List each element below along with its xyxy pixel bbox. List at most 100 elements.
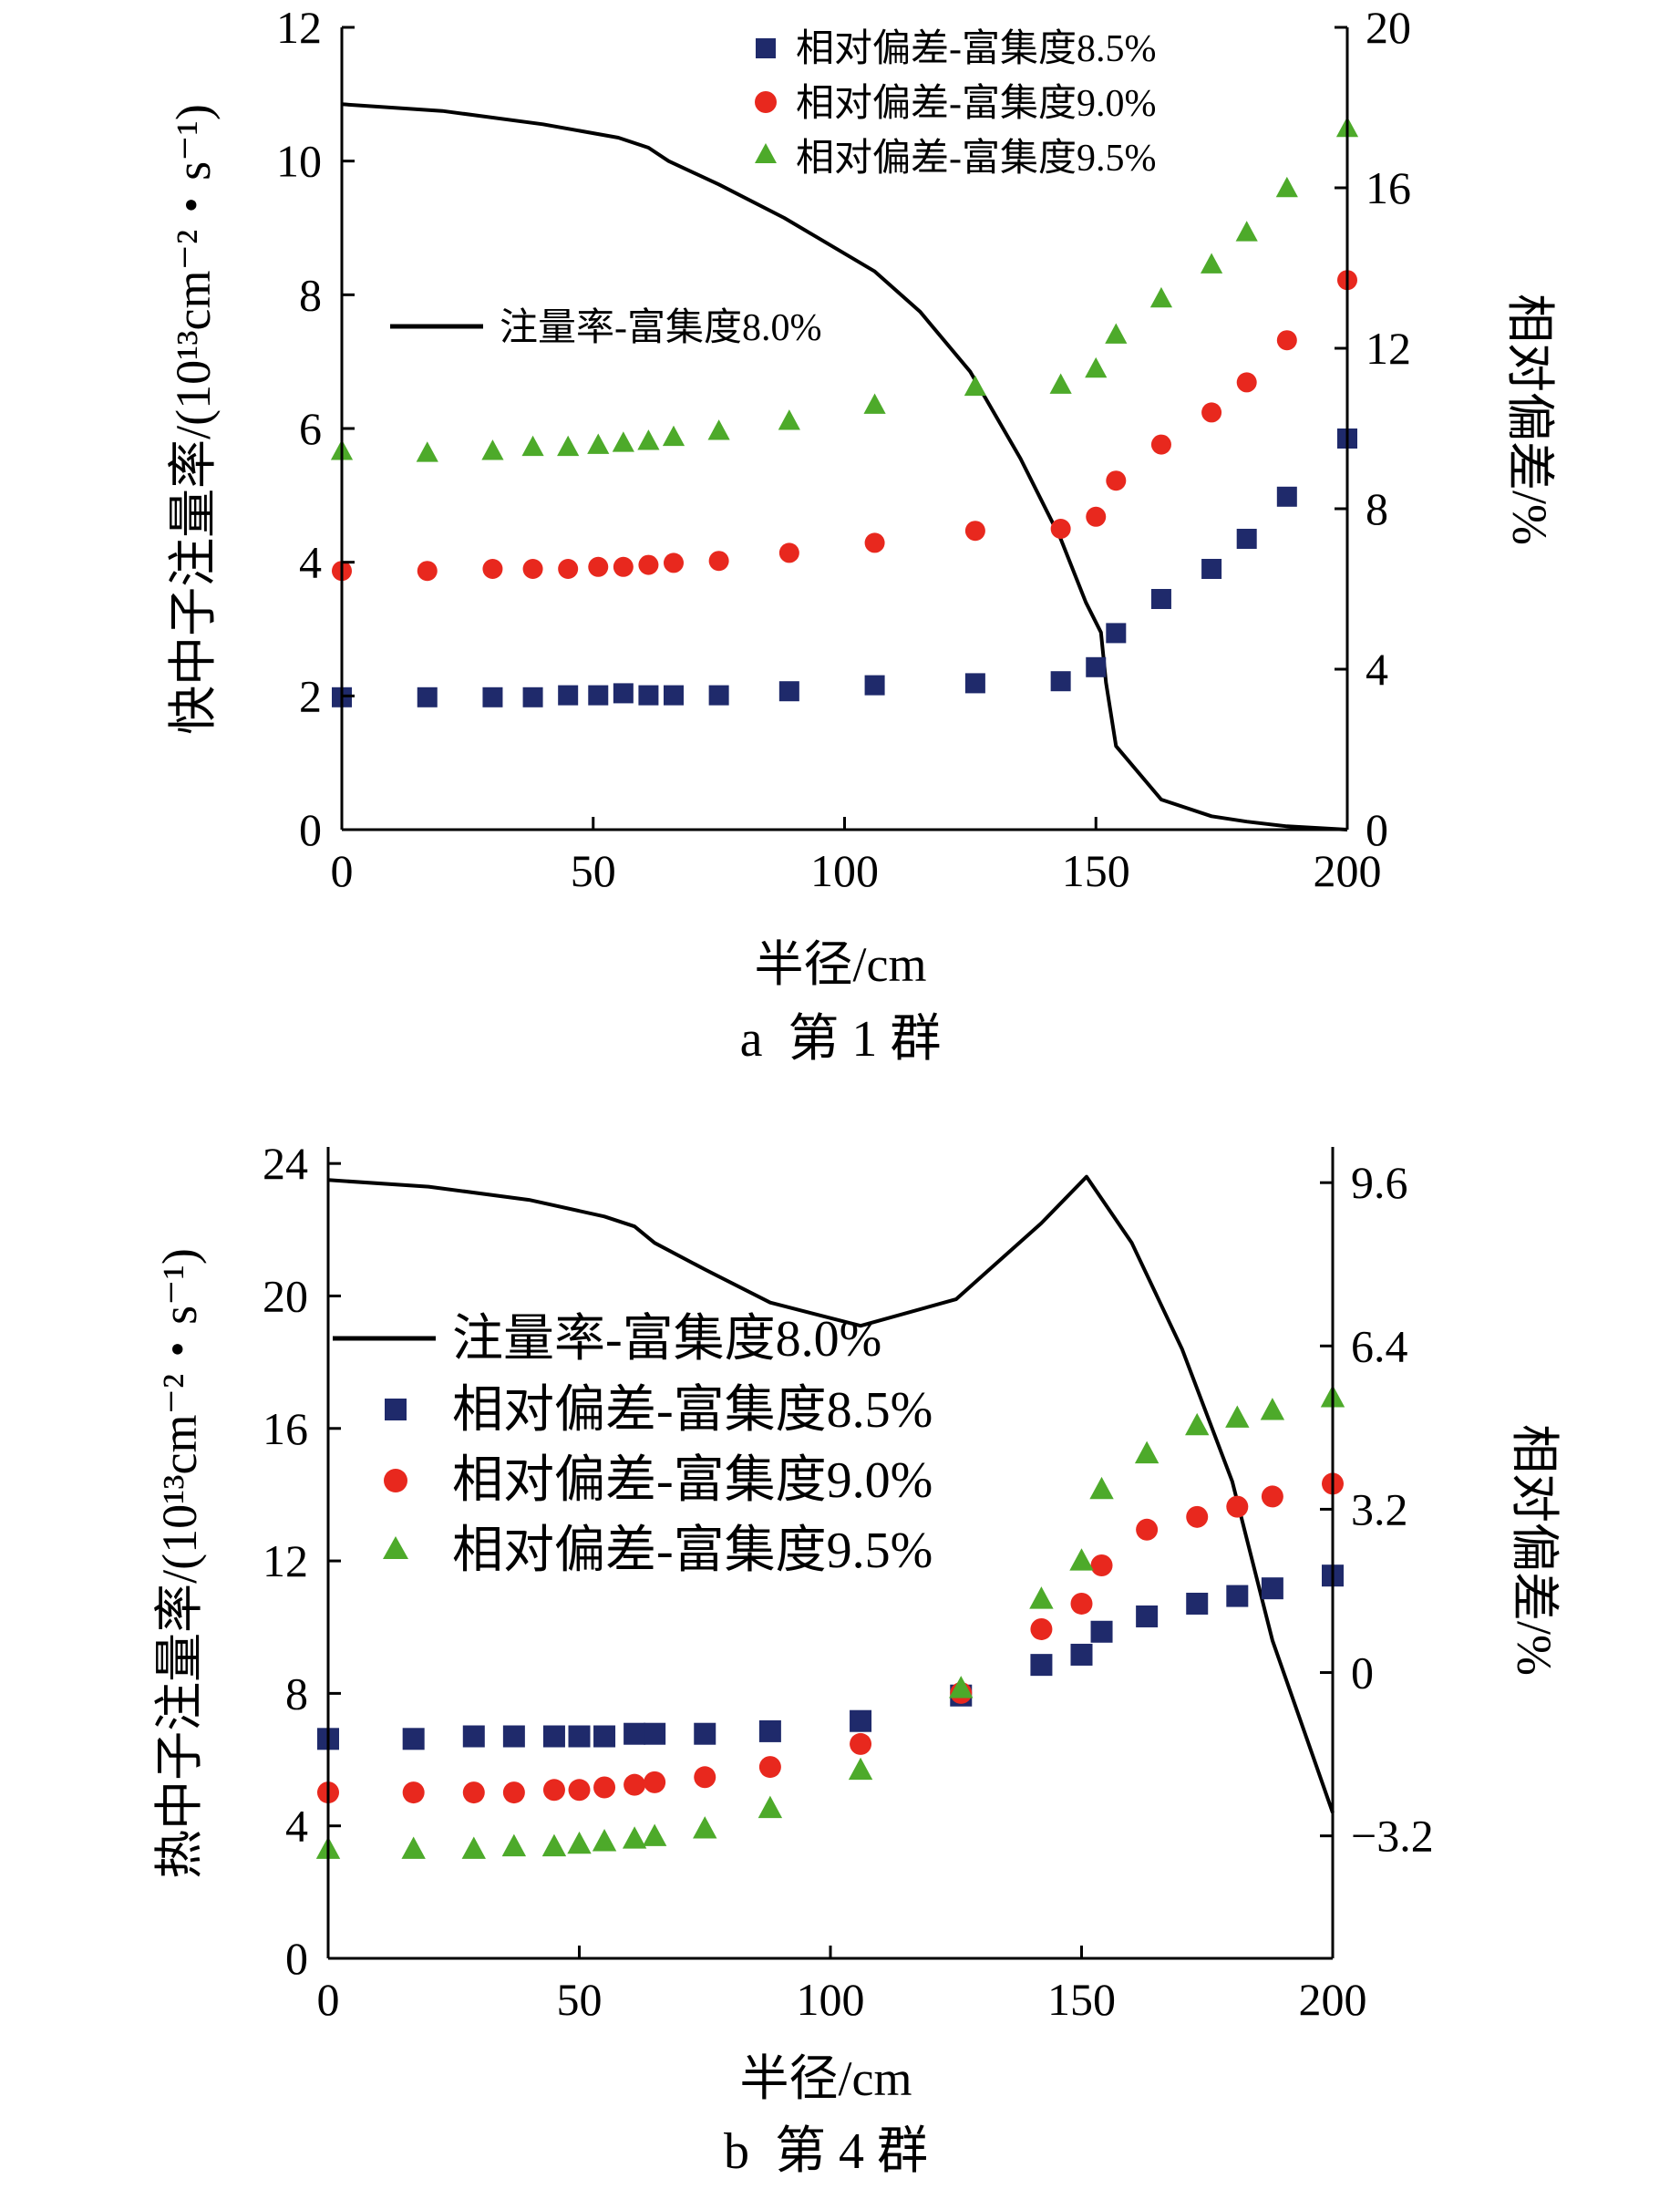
circle-point xyxy=(1090,1554,1113,1576)
chart-a-y-tick-label: 8 xyxy=(299,269,322,320)
chart-a-y2-tick-label: 0 xyxy=(1366,804,1388,855)
square-point xyxy=(694,1722,716,1745)
chart-b-series-triangle xyxy=(315,1385,1345,1859)
triangle-point xyxy=(1029,1586,1054,1609)
legend-a-triangle-swatch xyxy=(755,143,777,163)
circle-point xyxy=(644,1771,666,1793)
chart-a-ylabel: 快中子注量率/(10¹³cm⁻²・s⁻¹) xyxy=(166,104,221,735)
triangle-point xyxy=(541,1833,567,1857)
square-point xyxy=(542,1725,565,1748)
triangle-point xyxy=(1069,1548,1094,1571)
square-point xyxy=(558,685,579,706)
legend-b-triangle-swatch xyxy=(383,1536,408,1559)
circle-point xyxy=(1261,1485,1283,1508)
circle-point xyxy=(417,561,438,582)
circle-point xyxy=(1086,506,1107,527)
chart-a-flux-line xyxy=(341,102,1348,831)
square-point xyxy=(482,687,503,707)
circle-point xyxy=(1201,402,1222,423)
triangle-point xyxy=(1134,1440,1160,1464)
triangle-point xyxy=(1225,1405,1250,1428)
chart-b-x-tick-label: 100 xyxy=(797,1974,865,2025)
chart-a-y-tick-label: 10 xyxy=(276,136,322,187)
chart-b-y2-tick-label: 0 xyxy=(1351,1647,1374,1699)
circle-point xyxy=(1186,1505,1209,1528)
chart-a-y2-tick-label: 16 xyxy=(1366,162,1411,213)
triangle-point xyxy=(401,1836,426,1859)
square-point xyxy=(638,685,659,706)
circle-point xyxy=(558,559,579,579)
legend-a-triangle-label: 相对偏差-富集度9.5% xyxy=(796,137,1156,180)
chart-a-y-tick-label: 12 xyxy=(276,2,322,53)
triangle-point xyxy=(848,1757,873,1781)
square-point xyxy=(708,685,729,706)
circle-point xyxy=(613,556,634,577)
chart-b-legend: 注量率-富集度8.0% 相对偏差-富集度8.5% 相对偏差-富集度9.0% 相对… xyxy=(333,1311,933,1579)
square-point xyxy=(1276,486,1297,507)
square-point xyxy=(402,1728,425,1750)
circle-point xyxy=(1226,1495,1249,1518)
chart-a-xlabel: 半径/cm xyxy=(755,937,927,992)
square-point xyxy=(1201,559,1222,579)
legend-b-square-swatch xyxy=(385,1399,407,1420)
chart-a-series-square xyxy=(332,429,1357,707)
square-point xyxy=(588,685,609,706)
triangle-point xyxy=(707,419,730,440)
chart-a-x-tick-label: 0 xyxy=(331,845,354,896)
triangle-point xyxy=(1185,1412,1210,1436)
circle-point xyxy=(462,1781,485,1804)
circle-point xyxy=(502,1781,525,1804)
circle-point xyxy=(1136,1518,1159,1541)
square-point xyxy=(758,1719,781,1742)
triangle-point xyxy=(481,439,504,460)
circle-point xyxy=(1050,519,1071,539)
chart-b-series-circle xyxy=(317,1472,1344,1804)
chart-a-x-tick-label: 200 xyxy=(1314,845,1382,896)
circle-point xyxy=(624,1773,646,1796)
chart-b-ylabel2: 相对偏差/% xyxy=(1507,1424,1561,1676)
chart-a-legend: 注量率-富集度8.0% 相对偏差-富集度8.5% 相对偏差-富集度9.0% 相对… xyxy=(390,27,1156,349)
legend-b-square-label: 相对偏差-富集度8.5% xyxy=(452,1382,933,1439)
chart-b-y-tick-label: 4 xyxy=(285,1801,308,1852)
triangle-point xyxy=(1200,253,1223,274)
triangle-point xyxy=(1260,1398,1285,1420)
legend-b-circle-label: 相对偏差-富集度9.0% xyxy=(452,1452,933,1509)
circle-point xyxy=(964,521,985,542)
chart-a-series-triangle xyxy=(330,116,1359,462)
legend-a-circle-swatch xyxy=(755,91,777,113)
chart-a-y-tick-label: 0 xyxy=(299,804,322,855)
chart-a-y2-tick-label: 12 xyxy=(1366,323,1411,374)
chart-b-y2-tick-label: 3.2 xyxy=(1351,1483,1408,1534)
square-point xyxy=(1150,589,1171,609)
triangle-point xyxy=(758,1795,783,1819)
chart-b-x-tick-label: 200 xyxy=(1299,1974,1367,2025)
square-point xyxy=(1050,671,1071,692)
square-point xyxy=(1186,1592,1209,1615)
square-point xyxy=(1106,623,1127,644)
chart-a-x-tick-label: 100 xyxy=(810,845,879,896)
circle-point xyxy=(542,1779,565,1802)
triangle-point xyxy=(949,1676,974,1699)
chart-a-marks xyxy=(330,102,1359,831)
circle-point xyxy=(593,1776,616,1799)
chart-b-marks xyxy=(315,1174,1345,1859)
triangle-point xyxy=(612,431,634,452)
triangle-point xyxy=(1235,221,1258,242)
chart-a-y-tick-label: 6 xyxy=(299,403,322,454)
chart-a-y2-tick-label: 8 xyxy=(1366,483,1388,534)
circle-point xyxy=(638,554,659,575)
circle-point xyxy=(708,551,729,572)
triangle-point xyxy=(1275,176,1298,198)
circle-point xyxy=(864,532,885,553)
circle-point xyxy=(1106,470,1127,491)
square-point xyxy=(1236,529,1257,549)
circle-point xyxy=(1030,1617,1053,1640)
square-point xyxy=(1226,1585,1249,1607)
square-point xyxy=(1030,1654,1053,1677)
chart-a-y2-tick-label: 4 xyxy=(1366,644,1388,695)
circle-point xyxy=(1236,372,1257,393)
square-point xyxy=(568,1725,591,1748)
chart-a-y-tick-label: 2 xyxy=(299,670,322,721)
square-point xyxy=(522,687,543,707)
